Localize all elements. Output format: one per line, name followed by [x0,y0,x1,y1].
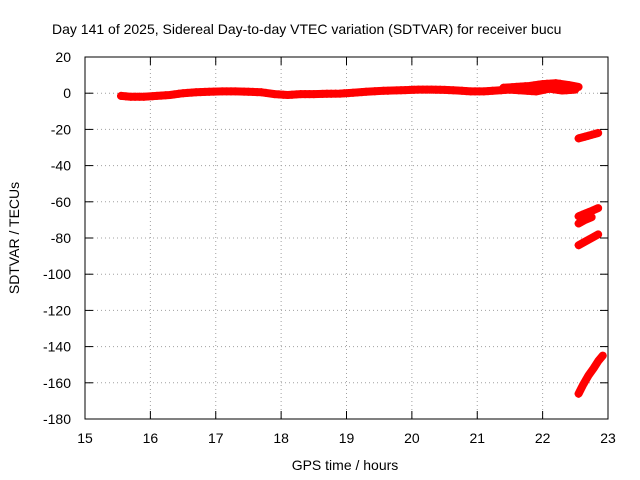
y-tick-label: 0 [63,85,71,101]
data-series [574,129,603,143]
y-tick-label: -40 [51,158,71,174]
y-tick-label: -160 [43,375,71,391]
data-point [569,82,578,90]
x-tick-label: 21 [469,430,485,446]
y-tick-label: -80 [51,230,71,246]
x-axis-label: GPS time / hours [292,457,399,473]
data-point [590,232,599,241]
x-tick-label: 15 [77,430,93,446]
y-tick-label: -60 [51,194,71,210]
data-point [596,354,605,363]
data-point [564,81,573,90]
y-tick-label: -100 [43,266,71,282]
x-tick-label: 18 [273,430,289,446]
tick-labels: 15 16 17 18 19 20 21 22 23 20 0 -20 -40 -60 -80 -100 -12… [43,49,616,446]
x-tick-label: 17 [208,430,224,446]
x-tick-label: 22 [535,430,551,446]
grid-lines [85,57,608,419]
y-axis-label: SDTVAR / TECUs [6,182,22,294]
y-tick-label: 20 [55,49,71,65]
data-series [574,213,596,228]
data-series [499,79,583,92]
data-point [584,214,593,223]
axis-ticks [84,56,609,420]
data-point [590,129,599,138]
data-series [574,230,603,250]
x-tick-label: 16 [143,430,159,446]
x-tick-label: 19 [339,430,355,446]
data-point [590,205,599,214]
data-series [117,84,580,101]
x-tick-label: 23 [600,430,616,446]
y-tick-label: -140 [43,339,71,355]
chart-title: Day 141 of 2025, Sidereal Day-to-day VTE… [52,21,561,37]
y-tick-label: -180 [43,411,71,427]
x-tick-label: 20 [404,430,420,446]
data-series [574,351,607,398]
data-points [117,79,607,398]
y-tick-label: -20 [51,121,71,137]
y-tick-label: -120 [43,302,71,318]
